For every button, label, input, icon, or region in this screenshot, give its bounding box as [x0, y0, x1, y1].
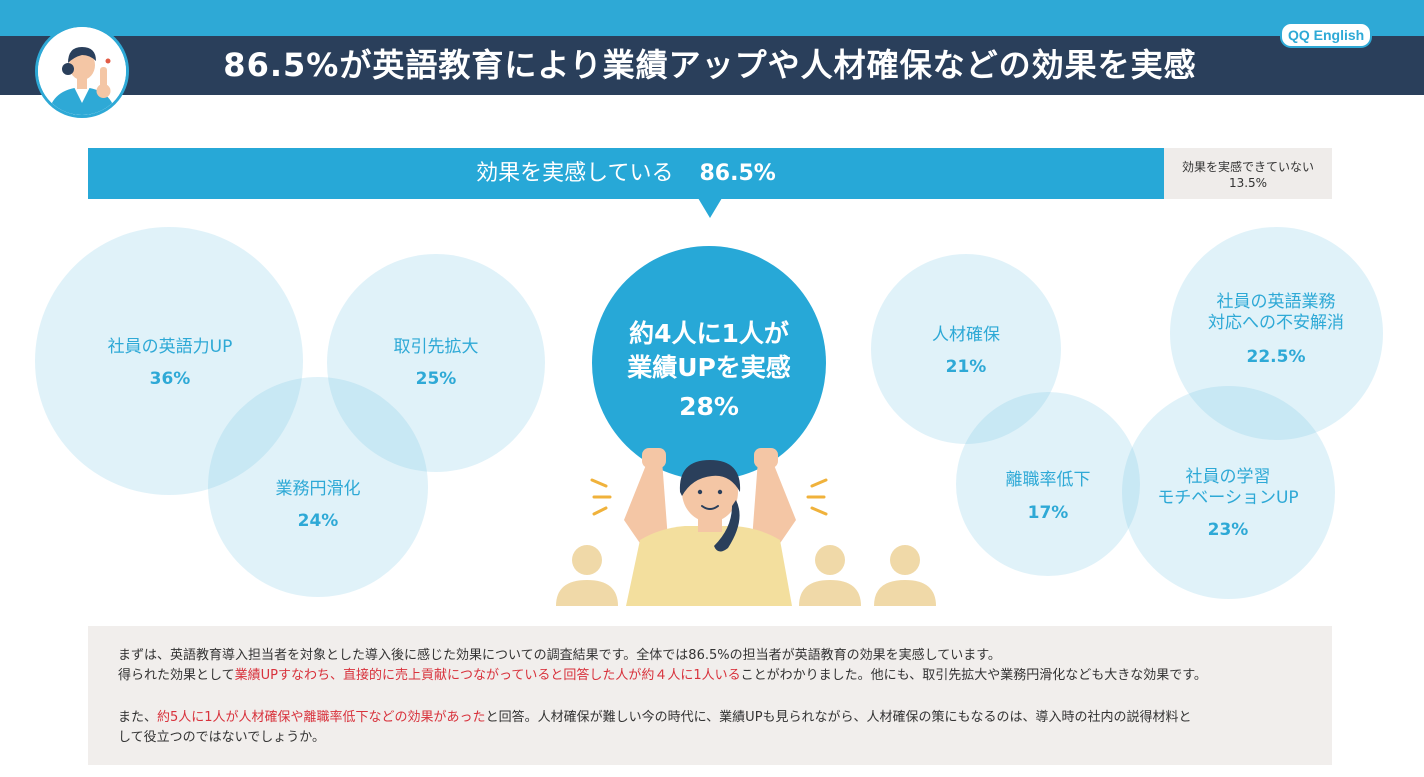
sparkle-icon [590, 478, 828, 516]
bubble-english-value: 36% [149, 369, 191, 389]
bar-effective-text: 効果を実感している [476, 161, 674, 186]
audience-head-icon [815, 545, 845, 575]
bubble-talent-label: 人材確保 [932, 325, 1000, 345]
bubble-anxiety-value: 22.5% [1246, 347, 1306, 367]
bubble-main-line1: 約4人に1人が [629, 319, 789, 348]
bubble-operations-value: 24% [297, 511, 339, 531]
left-fist-icon [642, 448, 666, 468]
audience-head-icon [890, 545, 920, 575]
bubble-motivation-label-1: 社員の学習 [1185, 467, 1271, 487]
summary-p1-a: まずは、英語教育導入担当者を対象とした導入後に感じた効果についての調査結果です。… [118, 648, 1001, 663]
summary-p1-highlight: 業績UPすなわち、直接的に売上貢献につながっていると回答した人が約４人に1人いる [234, 668, 741, 683]
hair-icon [679, 460, 741, 496]
bubble-talent-value: 21% [945, 357, 987, 377]
left-arm-icon [624, 460, 668, 552]
bubble-partners-label: 取引先拡大 [393, 337, 479, 357]
right-arm-icon [752, 460, 796, 552]
top-strip [0, 0, 1424, 36]
bubble-anxiety [1170, 227, 1383, 440]
bubble-motivation-value: 23% [1207, 520, 1249, 540]
bubble-main-value: 28% [679, 392, 739, 421]
bar-effective-value: 86.5% [699, 161, 776, 186]
audience-body-icon [799, 580, 861, 606]
bubble-operations-label: 業務円滑化 [275, 479, 361, 499]
bubble-turnover [956, 392, 1140, 576]
summary-paragraph-1: まずは、英語教育導入担当者を対象とした導入後に感じた効果についての調査結果です。… [118, 646, 1318, 686]
bubble-partners-value: 25% [415, 369, 457, 389]
bar-not-effective-text: 効果を実感できていない [1181, 160, 1314, 174]
bubble-anxiety-label-1: 社員の英語業務 [1216, 292, 1336, 312]
bubble-talent [871, 254, 1061, 444]
bar-pointer [698, 198, 722, 218]
summary-panel: まずは、英語教育導入担当者を対象とした導入後に感じた効果についての調査結果です。… [88, 626, 1332, 765]
bar-segment-effective: 効果を実感している 86.5% [88, 148, 1164, 199]
summary-p2-c: して役立つのではないでしょうか。 [118, 730, 325, 745]
bubble-main-business-up: 約4人に1人が 業績UPを実感 28% [592, 246, 826, 480]
bubble-operations [208, 377, 428, 597]
audience-head-icon [572, 545, 602, 575]
bar-not-effective-label: 効果を実感できていない 13.5% [1164, 159, 1332, 191]
audience-body-icon [556, 580, 618, 606]
bar-not-effective-value: 13.5% [1228, 176, 1268, 190]
summary-p2-b: と回答。人材確保が難しい今の時代に、業績UPも見られながら、人材確保の策にもなる… [485, 710, 1192, 725]
audience-body-icon [874, 580, 936, 606]
brand-logo: QQ English [1280, 22, 1373, 48]
bubble-turnover-value: 17% [1027, 503, 1069, 523]
bubble-english-skill [35, 227, 303, 495]
bubble-partners [327, 254, 545, 472]
torso-icon [626, 526, 792, 606]
summary-paragraph-2: また、約5人に1人が人材確保や離職率低下などの効果があったと回答。人材確保が難し… [118, 708, 1318, 748]
summary-p1-c: ことがわかりました。他にも、取引先拡大や業務円滑化なども大きな効果です。 [740, 668, 1207, 683]
summary-p1-b: 得られた効果として [118, 668, 235, 683]
bubble-main-line2: 業績UPを実感 [627, 353, 791, 382]
presenter-avatar-icon [35, 24, 129, 118]
bubble-motivation-label-2: モチベーションUP [1157, 488, 1299, 508]
bubble-english-label: 社員の英語力UP [107, 337, 233, 357]
bubble-turnover-label: 離職率低下 [1005, 470, 1091, 490]
summary-p2-highlight: 約5人に1人が人材確保や離職率低下などの効果があった [157, 710, 486, 725]
bar-segment-not-effective: 効果を実感できていない 13.5% [1164, 148, 1332, 199]
right-fist-icon [754, 448, 778, 468]
bubble-anxiety-label-2: 対応への不安解消 [1208, 313, 1344, 333]
header-bar: 86.5%が英語教育により業績アップや人材確保などの効果を実感 [0, 36, 1424, 95]
bubble-motivation [1122, 386, 1335, 599]
summary-p2-a: また、 [118, 710, 158, 725]
bar-effective-label: 効果を実感している 86.5% [88, 148, 1164, 199]
page-title: 86.5%が英語教育により業績アップや人材確保などの効果を実感 [223, 46, 1197, 84]
